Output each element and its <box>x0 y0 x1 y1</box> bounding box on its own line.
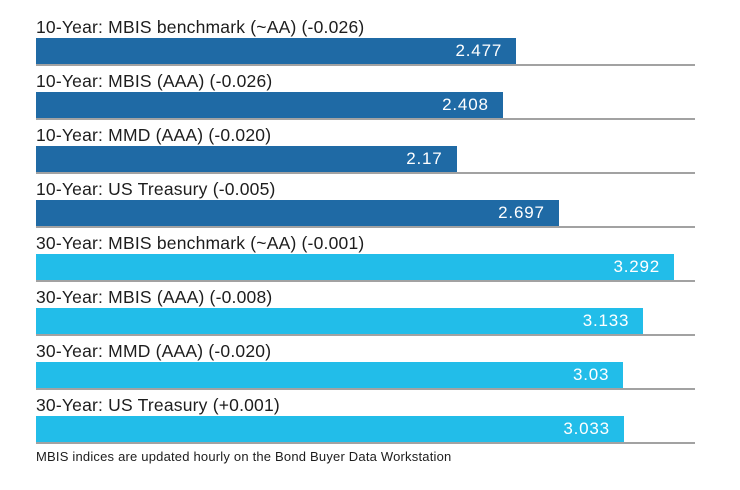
bar-chart: 10-Year: MBIS benchmark (~AA) (-0.026) 2… <box>36 12 695 444</box>
bar-track: 3.03 <box>36 362 695 390</box>
bar: 2.17 <box>36 146 457 172</box>
bar-value-label: 3.292 <box>613 257 661 276</box>
bar: 3.03 <box>36 362 624 388</box>
bar-track: 3.292 <box>36 254 695 282</box>
bar-row: 30-Year: US Treasury (+0.001) 3.033 <box>36 390 695 444</box>
bar: 2.477 <box>36 38 517 64</box>
bar-track: 2.697 <box>36 200 695 228</box>
bar-value-label: 2.17 <box>406 149 443 168</box>
bar: 2.408 <box>36 92 503 118</box>
bar-row: 10-Year: MBIS (AAA) (-0.026) 2.408 <box>36 66 695 120</box>
bar-label: 30-Year: US Treasury (+0.001) <box>36 395 280 415</box>
bar-row: 30-Year: MMD (AAA) (-0.020) 3.03 <box>36 336 695 390</box>
bar: 3.292 <box>36 254 675 280</box>
bar-track: 2.408 <box>36 92 695 120</box>
bar-label: 30-Year: MBIS benchmark (~AA) (-0.001) <box>36 233 365 253</box>
bar: 3.133 <box>36 308 644 334</box>
bar-value-label: 2.477 <box>455 41 503 60</box>
bar-track: 2.17 <box>36 146 695 174</box>
bar-label: 10-Year: MBIS (AAA) (-0.026) <box>36 71 273 91</box>
bar-label: 30-Year: MMD (AAA) (-0.020) <box>36 341 272 361</box>
bar-track: 3.133 <box>36 308 695 336</box>
bar-row: 30-Year: MBIS (AAA) (-0.008) 3.133 <box>36 282 695 336</box>
bar: 2.697 <box>36 200 559 226</box>
bar-value-label: 3.133 <box>582 311 630 330</box>
bar-label: 10-Year: MMD (AAA) (-0.020) <box>36 125 272 145</box>
bar-row: 10-Year: MBIS benchmark (~AA) (-0.026) 2… <box>36 12 695 66</box>
bar-row: 10-Year: US Treasury (-0.005) 2.697 <box>36 174 695 228</box>
bar-row: 30-Year: MBIS benchmark (~AA) (-0.001) 3… <box>36 228 695 282</box>
bar: 3.033 <box>36 416 624 442</box>
chart-footnote: MBIS indices are updated hourly on the B… <box>36 449 452 464</box>
bar-value-label: 2.697 <box>498 203 545 222</box>
bar-row: 10-Year: MMD (AAA) (-0.020) 2.17 <box>36 120 695 174</box>
bar-label: 10-Year: MBIS benchmark (~AA) (-0.026) <box>36 17 365 37</box>
bar-label: 30-Year: MBIS (AAA) (-0.008) <box>36 287 273 307</box>
bar-value-label: 3.033 <box>563 419 610 438</box>
bar-label: 10-Year: US Treasury (-0.005) <box>36 179 276 199</box>
bar-track: 2.477 <box>36 38 695 66</box>
bar-value-label: 3.03 <box>573 365 610 384</box>
bar-track: 3.033 <box>36 416 695 444</box>
bar-value-label: 2.408 <box>442 95 489 114</box>
